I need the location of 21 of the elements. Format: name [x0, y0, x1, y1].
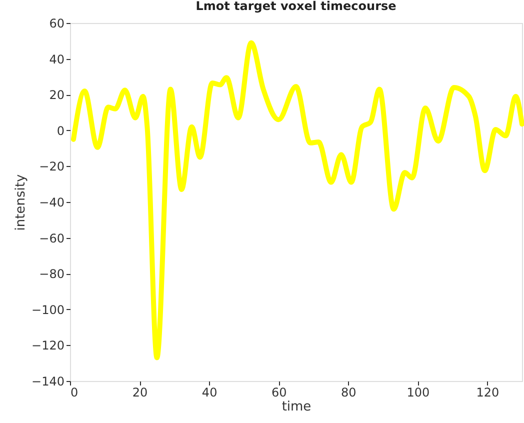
y-axis-title: intensity [14, 174, 29, 231]
x-tick-label: 20 [132, 386, 148, 400]
chart-title: Lmot target voxel timecourse [196, 0, 396, 13]
y-tick-label: −120 [32, 338, 64, 353]
y-tick-label: −80 [39, 267, 64, 282]
y-tick-label: 60 [49, 16, 64, 30]
x-tick-label: 120 [476, 386, 500, 400]
y-tick-label: 20 [49, 88, 64, 102]
x-tick-label: 0 [70, 386, 78, 400]
y-tick-label: −100 [32, 302, 64, 317]
y-tick-label: −40 [39, 196, 64, 210]
x-tick-label: 60 [271, 386, 287, 400]
y-tick-label: −60 [39, 231, 64, 246]
x-tick-label: 100 [406, 386, 430, 400]
y-tick-label: 40 [49, 52, 64, 66]
x-tick-label: 80 [341, 386, 356, 400]
y-tick-label: 0 [56, 124, 64, 138]
x-axis-title: time [282, 400, 312, 414]
y-tick-label: −20 [39, 160, 64, 174]
x-tick-label: 40 [202, 386, 218, 400]
y-tick-label: −140 [32, 374, 64, 388]
